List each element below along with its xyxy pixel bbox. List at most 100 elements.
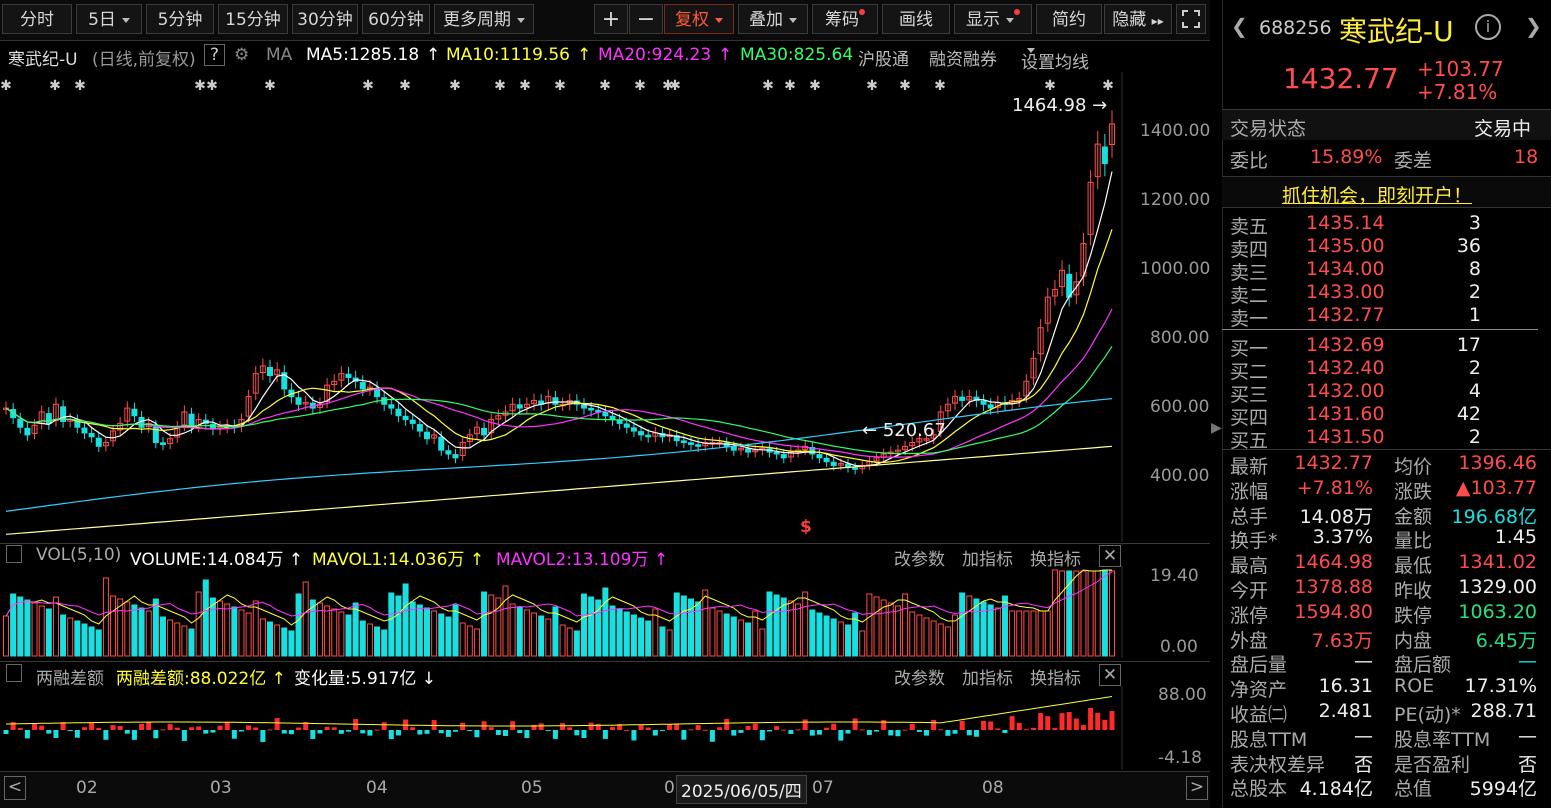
event-marker-icon: ✱ bbox=[194, 78, 206, 94]
ask-row[interactable]: 卖三 1434.00 8 bbox=[1222, 258, 1551, 284]
volume-chart[interactable] bbox=[0, 566, 1210, 658]
collapse-pane-icon[interactable] bbox=[6, 545, 22, 563]
margin-change-bar bbox=[895, 730, 901, 737]
margin-change-bar bbox=[1009, 716, 1015, 730]
pane-divider bbox=[0, 661, 1210, 662]
bid-row[interactable]: 买二 1432.40 2 bbox=[1222, 357, 1551, 383]
period-tab-5day[interactable]: 5日 bbox=[76, 4, 142, 34]
add-indicator-button[interactable]: 加指标 bbox=[962, 669, 1013, 689]
volume-bar bbox=[573, 630, 580, 657]
stat-row: 股息TTM — 股息率TTM — bbox=[1222, 725, 1551, 751]
draw-line-button[interactable]: 画线 bbox=[882, 4, 950, 34]
close-icon[interactable]: ✕ bbox=[1099, 664, 1121, 686]
add-indicator-button[interactable]: 加指标 bbox=[962, 550, 1013, 570]
ask-row[interactable]: 卖一 1432.77 1 bbox=[1222, 304, 1551, 330]
bid-row[interactable]: 买三 1432.00 4 bbox=[1222, 380, 1551, 406]
margin-balance-chart[interactable] bbox=[0, 686, 1210, 770]
zoom-out-button[interactable]: − bbox=[629, 4, 663, 34]
scroll-left-icon[interactable]: < bbox=[4, 776, 26, 800]
margin-change-bar bbox=[995, 728, 1001, 730]
margin-change-bar bbox=[688, 729, 694, 731]
simple-mode-button[interactable]: 简约 bbox=[1036, 4, 1102, 34]
next-stock-icon[interactable]: ❯ bbox=[1525, 14, 1542, 38]
period-tab-label: 5日 bbox=[88, 10, 116, 30]
rzrq-link[interactable]: 融资融券 bbox=[929, 50, 997, 70]
volume-bar bbox=[902, 593, 909, 657]
display-dropdown[interactable]: 显示 bbox=[954, 4, 1032, 34]
scroll-right-icon[interactable]: > bbox=[1186, 776, 1208, 800]
ma5-value: MA5:1285.18 bbox=[306, 45, 420, 65]
change-params-button[interactable]: 改参数 bbox=[894, 669, 945, 689]
margin-change-bar bbox=[652, 730, 658, 736]
promo-link[interactable]: 抓住机会，即刻开户！ bbox=[1282, 185, 1473, 207]
candle-body bbox=[780, 454, 787, 459]
margin-change-bar bbox=[788, 730, 794, 734]
period-tab-60min[interactable]: 60分钟 bbox=[362, 4, 430, 34]
period-tab-30min[interactable]: 30分钟 bbox=[292, 4, 358, 34]
more-periods-dropdown[interactable]: 更多周期 bbox=[434, 4, 534, 34]
candle-body bbox=[509, 403, 516, 412]
panel-toggle-icon[interactable]: ▶ bbox=[1211, 420, 1222, 436]
volume-bar bbox=[110, 595, 117, 657]
stat-row: 总手 14.08万 金额 196.68亿 bbox=[1222, 502, 1551, 528]
volume-bar bbox=[959, 592, 966, 657]
margin-change-bar bbox=[709, 730, 715, 742]
period-tab-5min[interactable]: 5分钟 bbox=[146, 4, 214, 34]
order-level-label: 卖五 bbox=[1230, 216, 1269, 238]
promo-banner[interactable]: 抓住机会，即刻开户！ bbox=[1222, 176, 1551, 208]
stat-label: 收益㈡ bbox=[1230, 704, 1288, 726]
candle-body bbox=[131, 408, 138, 417]
hgt-link[interactable]: 沪股通 bbox=[858, 50, 909, 70]
change-params-button[interactable]: 改参数 bbox=[894, 550, 945, 570]
close-icon[interactable]: ✕ bbox=[1099, 545, 1121, 567]
ask-row[interactable]: 卖五 1435.14 3 bbox=[1222, 212, 1551, 238]
bid-row[interactable]: 买一 1432.69 17 bbox=[1222, 334, 1551, 360]
switch-indicator-button[interactable]: 换指标 bbox=[1030, 550, 1081, 570]
bid-row[interactable]: 买五 1431.50 2 bbox=[1222, 426, 1551, 452]
candle-body bbox=[338, 373, 345, 381]
margin-change-bar bbox=[96, 727, 102, 730]
gear-icon[interactable]: ⚙ bbox=[234, 45, 250, 65]
event-marker-icon: ✱ bbox=[449, 78, 461, 94]
volume-bar bbox=[737, 619, 744, 657]
volume-bar bbox=[580, 593, 587, 657]
prev-stock-icon[interactable]: ❮ bbox=[1231, 14, 1248, 38]
candlestick-chart[interactable]: ✱ ✱ ✱ ✱ ✱ ✱ ✱ ✱ ✱ ✱ ✱ ✱ ✱ ✱ ✱✱ ✱ ✱ ✱ ✱ ✱ ✱ ✱ ✱ bbox=[0, 72, 1210, 542]
bid-row[interactable]: 买四 1431.60 42 bbox=[1222, 403, 1551, 429]
collapse-pane-icon[interactable] bbox=[6, 664, 22, 682]
stat-value: 288.71 bbox=[1470, 700, 1537, 722]
margin-change-bar bbox=[988, 721, 994, 730]
candle-body bbox=[580, 404, 587, 409]
margin-change-bar bbox=[324, 726, 330, 730]
event-marker-icon: ✱ bbox=[554, 78, 566, 94]
stat-label: 最新 bbox=[1230, 456, 1269, 478]
margin-change-bar bbox=[645, 727, 651, 730]
candle-body bbox=[438, 436, 445, 451]
margin-change-bar bbox=[1095, 712, 1101, 730]
event-marker-icon: ✱ bbox=[599, 78, 611, 94]
volume-bar bbox=[324, 605, 331, 657]
overlay-dropdown[interactable]: 叠加 bbox=[738, 4, 808, 34]
volume-bar bbox=[10, 593, 17, 657]
candle-body bbox=[181, 411, 188, 426]
fullscreen-button[interactable] bbox=[1176, 4, 1206, 34]
candle-body bbox=[1037, 327, 1044, 355]
dividend-marker[interactable]: $ bbox=[800, 517, 812, 537]
help-button[interactable]: ? bbox=[204, 44, 226, 66]
chips-button[interactable]: 筹码 bbox=[812, 4, 878, 34]
zoom-in-button[interactable]: + bbox=[594, 4, 628, 34]
period-tab-15min[interactable]: 15分钟 bbox=[218, 4, 288, 34]
margin-change-bar bbox=[246, 725, 252, 730]
margin-change-bar bbox=[167, 724, 173, 730]
ask-row[interactable]: 卖四 1435.00 36 bbox=[1222, 235, 1551, 261]
event-marker-icon: ✱ bbox=[74, 78, 86, 94]
chart-mode-label: (日线,前复权) bbox=[92, 50, 196, 70]
hide-panel-button[interactable]: 隐藏 ▸▸ bbox=[1104, 4, 1172, 34]
switch-indicator-button[interactable]: 换指标 bbox=[1030, 669, 1081, 689]
info-icon[interactable]: i bbox=[1475, 14, 1501, 40]
period-tab-timeshare[interactable]: 分时 bbox=[2, 4, 72, 34]
margin-change-bar bbox=[702, 729, 708, 731]
volume-bar bbox=[117, 598, 124, 657]
fuquan-dropdown[interactable]: 复权 bbox=[664, 4, 734, 34]
ask-row[interactable]: 卖二 1433.00 2 bbox=[1222, 281, 1551, 307]
